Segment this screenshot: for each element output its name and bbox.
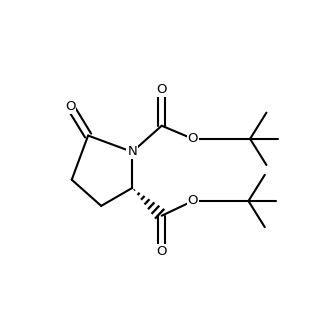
Text: O: O	[65, 100, 75, 113]
Text: N: N	[127, 146, 137, 158]
Text: O: O	[187, 194, 198, 208]
Text: O: O	[187, 132, 198, 145]
Text: O: O	[156, 245, 167, 258]
Text: O: O	[156, 83, 167, 96]
